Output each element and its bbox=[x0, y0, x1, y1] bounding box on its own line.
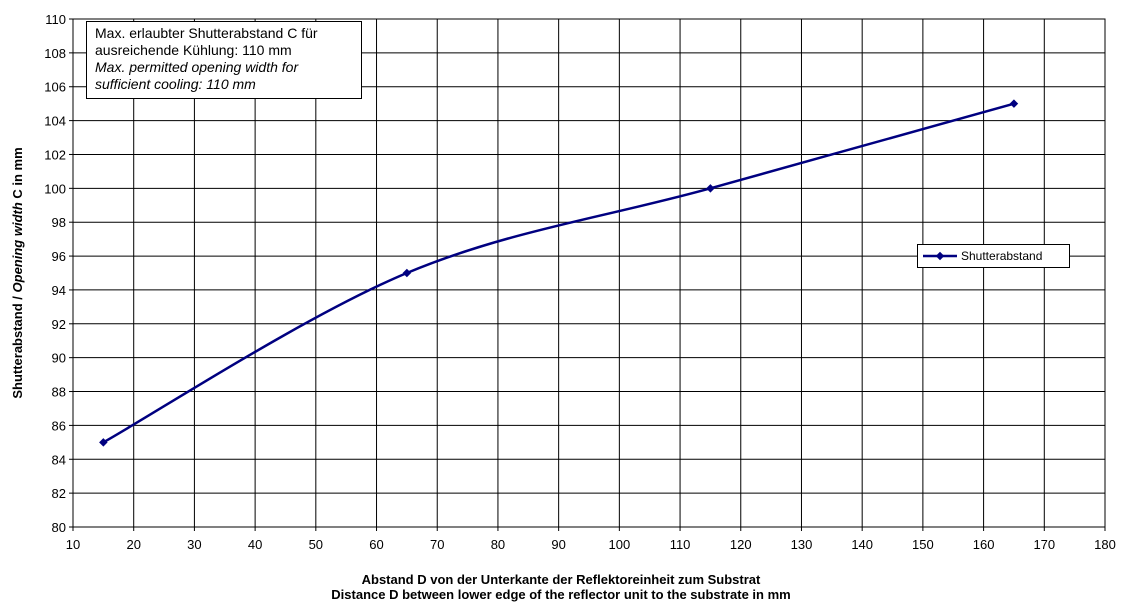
x-tick-label: 150 bbox=[912, 537, 934, 552]
y-tick-label: 88 bbox=[52, 385, 66, 400]
x-tick-label: 100 bbox=[609, 537, 631, 552]
legend: Shutterabstand bbox=[917, 244, 1070, 268]
legend-line-marker-icon bbox=[923, 250, 957, 262]
x-tick-label: 110 bbox=[670, 537, 691, 552]
y-tick-label: 102 bbox=[44, 147, 66, 162]
series-line bbox=[102, 102, 1015, 444]
x-tick-label: 70 bbox=[430, 537, 444, 552]
x-tick-label: 50 bbox=[309, 537, 323, 552]
x-tick-label: 170 bbox=[1033, 537, 1055, 552]
x-tick-label: 40 bbox=[248, 537, 262, 552]
annotation-box: Max. erlaubter Shutterabstand C für ausr… bbox=[86, 21, 362, 99]
x-tick-label: 60 bbox=[369, 537, 383, 552]
x-tick-label: 180 bbox=[1094, 537, 1116, 552]
y-axis-label-plain: Shutterabstand / bbox=[10, 292, 25, 398]
y-tick-label: 84 bbox=[52, 452, 66, 467]
data-point-marker bbox=[402, 268, 412, 278]
y-tick-label: 100 bbox=[44, 181, 66, 196]
x-tick-label: 140 bbox=[851, 537, 873, 552]
x-tick-label: 80 bbox=[491, 537, 505, 552]
y-tick-label: 82 bbox=[52, 486, 66, 501]
data-point-marker bbox=[1009, 99, 1019, 108]
data-point-marker bbox=[99, 438, 108, 447]
y-tick-label: 94 bbox=[52, 283, 66, 298]
y-tick-label: 108 bbox=[44, 46, 66, 61]
annotation-line-1: Max. erlaubter Shutterabstand C für bbox=[95, 25, 318, 41]
y-axis-label-tail: C in mm bbox=[10, 147, 25, 202]
annotation-line-4: sufficient cooling: 110 mm bbox=[95, 76, 256, 92]
y-axis-label: Shutterabstand / Opening width C in mm bbox=[10, 147, 25, 398]
x-tick-label: 130 bbox=[791, 537, 813, 552]
annotation-line-3: Max. permitted opening width for bbox=[95, 59, 299, 75]
tick-labels: 80 82 84 86 88 90 92 94 96 98 100 102 104 106 108 110 10… bbox=[44, 12, 1116, 552]
x-tick-label: 30 bbox=[187, 537, 201, 552]
y-tick-label: 90 bbox=[52, 351, 66, 366]
y-tick-label: 106 bbox=[44, 80, 66, 95]
x-axis-label-line-2: Distance D between lower edge of the ref… bbox=[331, 587, 791, 602]
y-axis-label-italic: Opening width bbox=[10, 202, 25, 292]
y-tick-label: 80 bbox=[52, 520, 66, 535]
x-tick-label: 160 bbox=[973, 537, 995, 552]
y-tick-label: 92 bbox=[52, 317, 66, 332]
y-tick-label: 104 bbox=[44, 114, 66, 129]
y-tick-label: 86 bbox=[52, 418, 66, 433]
annotation-line-2: ausreichende Kühlung: 110 mm bbox=[95, 42, 292, 58]
grid bbox=[69, 18, 1106, 531]
x-tick-label: 90 bbox=[551, 537, 565, 552]
x-tick-label: 20 bbox=[126, 537, 140, 552]
legend-label: Shutterabstand bbox=[961, 249, 1043, 263]
x-axis-label-line-1: Abstand D von der Unterkante der Reflekt… bbox=[361, 572, 761, 587]
y-tick-label: 96 bbox=[52, 249, 66, 264]
y-tick-label: 98 bbox=[52, 215, 66, 230]
data-point-marker bbox=[706, 184, 715, 193]
x-tick-label: 10 bbox=[66, 537, 80, 552]
y-tick-label: 110 bbox=[45, 12, 66, 27]
x-tick-label: 120 bbox=[730, 537, 752, 552]
